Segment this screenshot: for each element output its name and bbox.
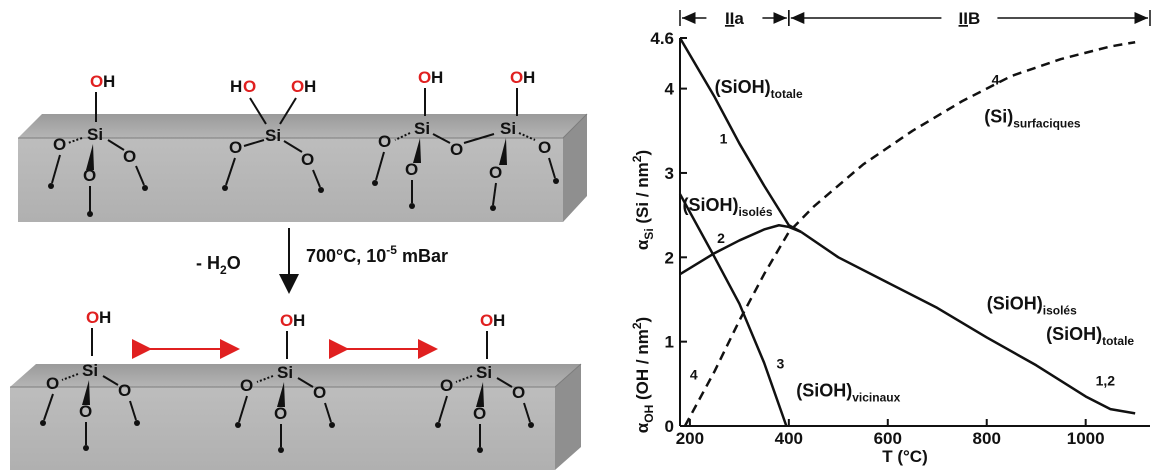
curve-annotation: (SiOH)totale bbox=[1046, 324, 1134, 348]
svg-text:O: O bbox=[440, 376, 453, 395]
svg-text:Si: Si bbox=[82, 361, 98, 380]
svg-text:Si: Si bbox=[265, 126, 281, 145]
curve-annotation: (Si)surfaciques bbox=[984, 106, 1081, 130]
y-axis-label-oh: αOH (OH / nm2) bbox=[630, 317, 656, 433]
svg-text:H: H bbox=[230, 77, 242, 96]
svg-text:O: O bbox=[280, 311, 293, 330]
y-tick-label: 4.6 bbox=[650, 29, 674, 48]
x-axis-label: T (°C) bbox=[882, 447, 928, 466]
svg-text:O: O bbox=[405, 160, 418, 179]
svg-text:Si: Si bbox=[500, 119, 516, 138]
y-tick-label: 0 bbox=[665, 417, 674, 436]
svg-text:O: O bbox=[489, 163, 502, 182]
silanol-dehydroxylation-scheme: O H Si O O O H O O H Si O O O H bbox=[10, 68, 588, 470]
svg-text:H: H bbox=[493, 311, 505, 330]
series-line-3 bbox=[678, 193, 788, 427]
curve-number: 4 bbox=[690, 367, 698, 383]
curve-annotation: (SiOH)isolés bbox=[682, 195, 772, 219]
svg-text:O: O bbox=[229, 138, 242, 157]
hydroxyl-o: O bbox=[90, 72, 103, 91]
y-tick-label: 1 bbox=[665, 333, 674, 352]
y-tick-label: 3 bbox=[665, 164, 674, 183]
svg-text:O: O bbox=[450, 140, 463, 159]
svg-text:O: O bbox=[240, 376, 253, 395]
svg-text:O: O bbox=[510, 68, 523, 87]
x-tick-label: 400 bbox=[775, 429, 803, 448]
svg-text:O: O bbox=[123, 147, 136, 166]
svg-text:O: O bbox=[118, 381, 131, 400]
si-atom: Si bbox=[87, 125, 103, 144]
y-tick-label: 2 bbox=[665, 248, 674, 267]
svg-text:Si: Si bbox=[277, 363, 293, 382]
svg-text:O: O bbox=[86, 308, 99, 327]
svg-text:O: O bbox=[538, 138, 551, 157]
region-label: IIB bbox=[959, 9, 981, 28]
isolated-silanol-bottom-2: O H Si O O O bbox=[235, 311, 335, 453]
silica-surface-slab-bottom bbox=[10, 363, 582, 470]
curve-annotation: (SiOH)vicinaux bbox=[796, 380, 900, 404]
svg-text:H: H bbox=[431, 68, 443, 87]
svg-text:O: O bbox=[473, 404, 486, 423]
svg-text:O: O bbox=[301, 150, 314, 169]
curve-number: 3 bbox=[776, 356, 784, 372]
svg-text:O: O bbox=[83, 166, 96, 185]
isolated-silanol-bottom-1: O H Si O O O bbox=[40, 308, 140, 451]
region-label: IIa bbox=[725, 9, 744, 28]
hydroxyl-h: H bbox=[103, 72, 115, 91]
isolated-silanol-top-1: O H Si O O O bbox=[48, 72, 148, 217]
svg-text:O: O bbox=[53, 135, 66, 154]
svg-text:H: H bbox=[523, 68, 535, 87]
series-line-1 bbox=[678, 37, 802, 234]
reaction-conditions-label: 700°C, 10-5 mBar bbox=[306, 243, 448, 266]
svg-text:O: O bbox=[512, 383, 525, 402]
svg-text:O: O bbox=[418, 68, 431, 87]
series-line-1-2 bbox=[800, 230, 1136, 415]
curve-annotation: (SiOH)isolés bbox=[987, 294, 1077, 318]
silica-surface-slab-top bbox=[18, 113, 588, 222]
series-line-4 bbox=[683, 40, 1136, 427]
x-tick-label: 800 bbox=[973, 429, 1001, 448]
svg-text:O: O bbox=[243, 77, 256, 96]
svg-text:Si: Si bbox=[414, 119, 430, 138]
svg-text:O: O bbox=[46, 374, 59, 393]
vicinal-silanols-top: O H Si O O O O H Si O O bbox=[372, 68, 559, 211]
silanol-density-chart: IIa IIB 200 400 600 800 1000 0 1 2 3 4 4.6 T (°C) (S… bbox=[630, 9, 1151, 466]
curve-number: 4 bbox=[992, 71, 1000, 87]
svg-text:H: H bbox=[293, 311, 305, 330]
x-tick-label: 200 bbox=[676, 429, 704, 448]
x-tick-label: 1000 bbox=[1067, 429, 1105, 448]
svg-text:H: H bbox=[304, 77, 316, 96]
curve-number: 2 bbox=[717, 230, 725, 246]
curve-number: 1 bbox=[720, 130, 728, 146]
curve-annotation: (SiOH)totale bbox=[715, 77, 803, 101]
svg-text:H: H bbox=[99, 308, 111, 327]
geminal-silanol-top: H O O H Si O O bbox=[222, 77, 324, 193]
svg-text:O: O bbox=[274, 404, 287, 423]
y-tick-label: 4 bbox=[665, 80, 675, 99]
svg-text:O: O bbox=[291, 77, 304, 96]
isolated-silanol-bottom-3: O H Si O O O bbox=[435, 311, 534, 453]
y-axis-label-si: αSi (Si / nm2) bbox=[630, 150, 656, 250]
svg-text:O: O bbox=[480, 311, 493, 330]
water-loss-label: - H2O bbox=[196, 253, 241, 277]
curve-number: 1,2 bbox=[1096, 373, 1116, 389]
x-tick-label: 600 bbox=[874, 429, 902, 448]
series-line-2 bbox=[679, 224, 802, 276]
svg-text:O: O bbox=[79, 402, 92, 421]
svg-text:Si: Si bbox=[476, 363, 492, 382]
svg-text:O: O bbox=[378, 132, 391, 151]
svg-text:O: O bbox=[313, 383, 326, 402]
